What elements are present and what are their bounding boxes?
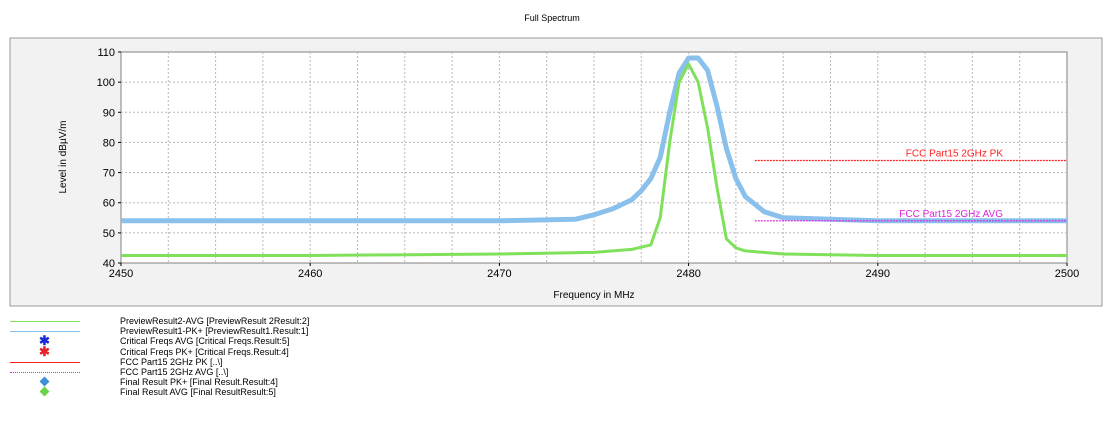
limit-layer: FCC Part15 2GHz PK FCC Part15 2GHz AVG [754, 149, 1067, 222]
y-tick-label: 110 [97, 47, 115, 59]
x-tick-label: 2490 [866, 268, 890, 280]
legend-swatch: ✱ [10, 343, 80, 359]
diamond-marker-icon [39, 376, 50, 387]
legend-item: FCC Part15 2GHz PK [..\] [0, 357, 1104, 367]
legend-item: Final Result PK+ [Final Result.Result:4] [0, 376, 1104, 388]
series-avg-line [121, 62, 1067, 257]
legend-item: ✱ Critical Freqs AVG [Critical Freqs.Resu… [0, 333, 1104, 349]
x-tick-label: 2450 [109, 268, 133, 280]
legend-swatch [10, 316, 80, 326]
legend-swatch [10, 376, 80, 387]
legend-swatch [10, 386, 80, 397]
legend-item: Final Result AVG [Final ResultResult:5] [0, 386, 1104, 398]
legend-line-marker [10, 361, 80, 363]
legend-label: Final Result PK+ [Final Result.Result:4] [120, 377, 278, 388]
legend-item: FCC Part15 2GHz AVG [..\] [0, 367, 1104, 377]
y-axis-label: Level in dBµV/m [58, 120, 69, 193]
legend-line-marker [10, 371, 80, 373]
y-tick-label: 80 [103, 137, 115, 149]
legend-swatch [10, 367, 80, 377]
legend-line-marker [10, 321, 80, 322]
y-tick-label: 100 [97, 77, 115, 89]
asterisk-marker-icon: ✱ [39, 333, 50, 349]
y-tick-label: 40 [103, 258, 115, 270]
legend-swatch: ✱ [10, 333, 80, 349]
legend-label: PreviewResult2-AVG [PreviewResult 2Resul… [120, 316, 310, 326]
limit-label-pk: FCC Part15 2GHz PK [906, 149, 1004, 160]
legend-label: Final Result AVG [Final ResultResult:5] [120, 387, 276, 398]
legend-label: FCC Part15 2GHz PK [..\] [120, 356, 223, 367]
legend-item: PreviewResult2-AVG [PreviewResult 2Resul… [0, 316, 1104, 326]
asterisk-marker-icon: ✱ [39, 343, 50, 359]
y-tick-label: 70 [103, 168, 115, 180]
legend-item: PreviewResult1-PK+ [PreviewResult1.Resul… [0, 326, 1104, 336]
x-tick-label: 2460 [298, 268, 322, 280]
y-tick-label: 60 [103, 198, 115, 210]
chart-svg: FCC Part15 2GHz PK FCC Part15 2GHz AVG 40… [9, 13, 1103, 307]
legend-line-marker [10, 331, 80, 333]
diamond-marker-icon [39, 386, 50, 397]
legend-label: FCC Part15 2GHz AVG [..\] [120, 366, 229, 377]
grid-layer [121, 52, 1067, 263]
x-tick-label: 2500 [1055, 268, 1079, 280]
legend-label: Critical Freqs AVG [Critical Freqs.Resul… [120, 336, 290, 347]
x-tick-label: 2480 [676, 268, 700, 280]
legend-swatch [10, 357, 80, 367]
limit-label-avg: FCC Part15 2GHz AVG [899, 209, 1003, 220]
series-pk-line [121, 55, 1067, 224]
legend-item: ✱ Critical Freqs PK+ [Critical Freqs.Resu… [0, 343, 1104, 359]
legend: PreviewResult2-AVG [PreviewResult 2Resul… [0, 316, 1104, 398]
chart-title: Full Spectrum [524, 13, 580, 23]
tick-layer: 40 50 60 70 80 90 100 110 2450 2460 2470 2480 2490 25… [97, 47, 1080, 280]
series-layer [121, 55, 1067, 257]
x-tick-label: 2470 [487, 268, 511, 280]
legend-label: PreviewResult1-PK+ [PreviewResult1.Resul… [120, 326, 309, 337]
y-tick-label: 50 [103, 228, 115, 240]
x-axis-label: Frequency in MHz [553, 290, 634, 301]
legend-label: Critical Freqs PK+ [Critical Freqs.Resul… [120, 346, 289, 357]
legend-swatch [10, 326, 80, 336]
y-tick-label: 90 [103, 107, 115, 119]
